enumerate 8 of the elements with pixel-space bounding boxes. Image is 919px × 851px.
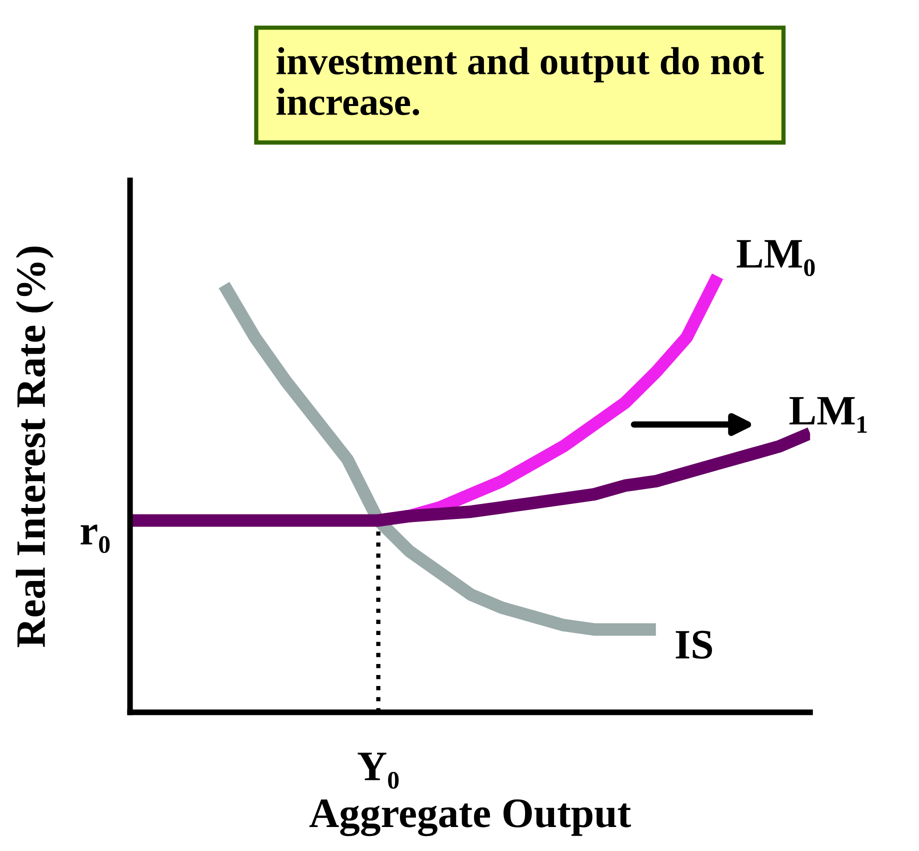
series-label: LM₁ — [790, 397, 867, 433]
x-axis-title: Aggregate Output — [309, 799, 631, 836]
y-axis-title: Real Interest Rate (%) — [16, 246, 54, 648]
series-label: LM₀ — [736, 240, 815, 276]
series-label: IS — [676, 630, 712, 659]
text: r₀ — [80, 524, 110, 554]
text: investment and output do not increase. — [276, 47, 764, 116]
text: Y₀ — [358, 752, 399, 789]
